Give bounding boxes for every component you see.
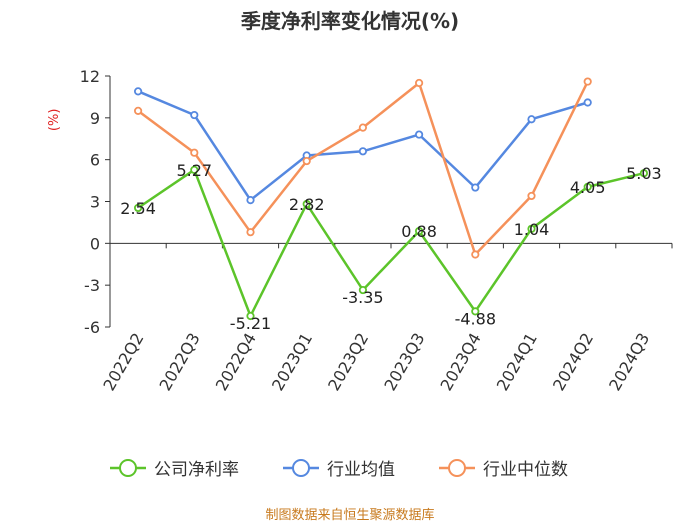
legend-item[interactable]: 行业均值 <box>283 459 395 480</box>
legend-label: 公司净利率 <box>154 460 239 480</box>
x-tick-label: 2022Q4 <box>212 330 260 394</box>
series-layer <box>134 77 649 321</box>
y-tick-label: 0 <box>90 234 100 253</box>
x-tick-label: 2023Q4 <box>437 330 485 394</box>
data-point[interactable] <box>471 307 480 316</box>
data-point[interactable] <box>583 182 592 191</box>
legend-marker-icon <box>292 459 310 477</box>
y-tick-label: -6 <box>84 318 100 337</box>
data-point[interactable] <box>246 311 255 321</box>
data-point[interactable] <box>358 147 367 156</box>
data-point[interactable] <box>134 87 143 96</box>
legend-item[interactable]: 行业中位数 <box>439 459 568 480</box>
data-point[interactable] <box>190 110 199 120</box>
data-point[interactable] <box>190 165 199 174</box>
data-point[interactable] <box>639 169 649 178</box>
data-point[interactable] <box>358 123 367 132</box>
data-point[interactable] <box>246 228 255 237</box>
data-labels: 2.54 5.27 -5.21 2.82 -3.35 0.88 -4.88 1.04 4.05 5… <box>120 161 661 333</box>
legend-marker-icon <box>119 459 137 477</box>
legend-label: 行业均值 <box>327 460 395 480</box>
series-0 <box>134 165 649 321</box>
data-point[interactable] <box>527 115 536 124</box>
data-point[interactable] <box>414 130 424 139</box>
source-note: 制图数据来自恒生聚源数据库 <box>265 507 434 523</box>
data-point[interactable] <box>583 98 592 107</box>
data-point[interactable] <box>583 77 592 86</box>
x-tick-label: 2023Q3 <box>380 330 428 394</box>
data-point[interactable] <box>358 285 367 295</box>
data-point[interactable] <box>134 203 143 213</box>
data-point[interactable] <box>527 224 536 233</box>
data-label: 5.03 <box>626 164 662 183</box>
data-label: -4.88 <box>455 309 496 328</box>
legend-item[interactable]: 公司净利率 <box>110 459 239 480</box>
series-line <box>137 168 645 318</box>
y-axis-label: (%) <box>47 109 62 132</box>
data-point[interactable] <box>246 196 255 205</box>
chart-title: 季度净利率变化情况(%) <box>240 9 459 33</box>
data-label: 2.54 <box>120 199 156 218</box>
data-label: 0.88 <box>401 222 437 241</box>
data-point[interactable] <box>527 191 536 201</box>
data-point[interactable] <box>414 226 424 236</box>
x-tick-label: 2023Q1 <box>268 330 316 394</box>
y-tick-label: 6 <box>90 151 100 170</box>
data-label: 2.82 <box>289 195 325 214</box>
data-point[interactable] <box>134 106 143 115</box>
series-1 <box>134 87 592 205</box>
data-label: -5.21 <box>230 314 271 333</box>
data-label: 5.27 <box>176 161 212 180</box>
x-tick-label: 2023Q2 <box>324 330 372 394</box>
x-tick-label: 2022Q3 <box>156 330 204 394</box>
x-tick-label: 2024Q2 <box>549 330 597 394</box>
data-label: -3.35 <box>342 288 383 307</box>
data-label: 4.05 <box>570 178 606 197</box>
data-point[interactable] <box>471 250 480 259</box>
y-tick-label: 9 <box>90 109 100 128</box>
x-tick-label: 2024Q1 <box>493 330 541 394</box>
legend-label: 行业中位数 <box>483 460 568 480</box>
y-tick-label: -3 <box>84 276 100 295</box>
data-point[interactable] <box>302 199 311 209</box>
legend-marker-icon <box>448 459 466 477</box>
x-tick-label: 2024Q3 <box>605 330 653 394</box>
data-point[interactable] <box>471 183 480 192</box>
series-line <box>137 90 589 202</box>
y-tick-label: 3 <box>90 193 100 212</box>
data-point[interactable] <box>414 78 424 88</box>
legend[interactable]: 公司净利率 行业均值 行业中位数 <box>110 459 568 480</box>
series-2 <box>134 77 592 259</box>
y-tick-label: 12 <box>80 67 100 86</box>
data-point[interactable] <box>190 148 199 157</box>
data-label: 1.04 <box>514 220 550 239</box>
x-tick-label: 2022Q2 <box>99 330 147 394</box>
data-point[interactable] <box>302 156 311 166</box>
